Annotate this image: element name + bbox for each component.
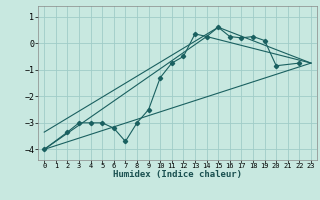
X-axis label: Humidex (Indice chaleur): Humidex (Indice chaleur)	[113, 170, 242, 179]
